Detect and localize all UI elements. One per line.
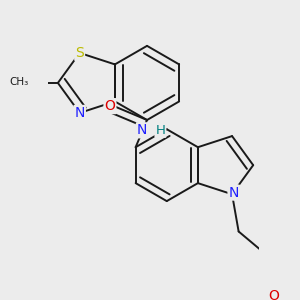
- Text: S: S: [75, 46, 84, 60]
- Text: O: O: [269, 289, 280, 300]
- Text: N: N: [137, 123, 147, 137]
- Text: O: O: [104, 99, 116, 113]
- Text: CH₃: CH₃: [9, 77, 29, 87]
- Text: N: N: [74, 106, 85, 120]
- Text: H: H: [155, 124, 165, 137]
- Text: N: N: [229, 186, 239, 200]
